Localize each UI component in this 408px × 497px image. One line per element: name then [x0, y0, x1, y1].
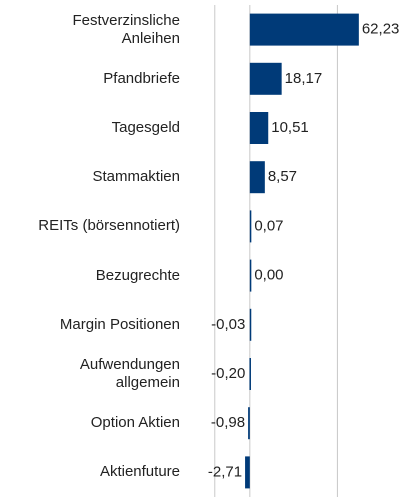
- value-label: -2,71: [208, 463, 242, 480]
- category-label: REITs (börsennotiert): [38, 217, 180, 235]
- value-label: 8,57: [268, 168, 297, 185]
- value-label: 18,17: [285, 70, 323, 87]
- value-label: 0,00: [254, 267, 283, 284]
- bar: [249, 62, 282, 95]
- bar: [249, 161, 265, 194]
- value-label: 62,23: [362, 21, 400, 38]
- bar: [249, 210, 252, 243]
- bar: [249, 358, 251, 390]
- bar: [245, 456, 250, 489]
- bar: [248, 407, 250, 440]
- bar: [249, 112, 269, 144]
- category-label: Aufwendungen allgemein: [79, 356, 180, 391]
- value-label: 10,51: [271, 119, 309, 136]
- value-label: -0,20: [211, 365, 245, 382]
- value-label: -0,98: [211, 414, 245, 431]
- bar: [249, 308, 252, 341]
- category-label: Pfandbriefe: [103, 69, 180, 87]
- value-label: 0,07: [254, 217, 283, 234]
- category-label: Bezugrechte: [95, 266, 180, 284]
- category-label: Aktienfuture: [99, 463, 180, 481]
- category-label: Option Aktien: [90, 414, 180, 432]
- category-label: Tagesgeld: [111, 119, 180, 136]
- category-label: Stammaktien: [92, 168, 180, 186]
- bar: [249, 13, 359, 46]
- bar: [249, 259, 252, 292]
- value-label: -0,03: [211, 316, 245, 333]
- category-label: Margin Positionen: [59, 315, 180, 333]
- category-label: Festverzinsliche Anleihen: [72, 11, 180, 47]
